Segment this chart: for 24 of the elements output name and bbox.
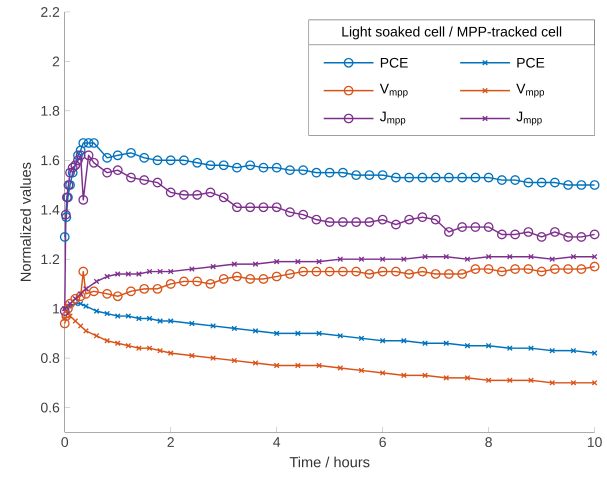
x-tick-label: 0 [61,437,68,448]
x-axis-title: Time / hours [290,456,370,468]
y-axis-title: Normalized values [20,162,31,281]
y-tick-label: 0.6 [40,402,60,412]
legend-label: V$_{mpp}$ [516,84,544,98]
y-tick-label: 1.8 [42,106,60,116]
legend-label: J$_{mpp}$ [380,112,406,126]
y-tick-label: 2.2 [41,7,60,17]
x-tick-label: 6 [379,437,386,448]
x-tick-label: 8 [485,437,492,448]
x-tick-label: 4 [273,437,280,447]
y-tick-label: 1.2 [42,254,60,264]
legend-title: Light soaked cell / MPP-tracked cell [342,26,562,40]
x-tick-label: 10 [588,437,602,448]
legend-label: V$_{mpp}$ [380,84,408,98]
y-tick-label: 1.4 [42,204,60,215]
y-tick-label: 1 [53,304,60,314]
y-tick-label: 1.6 [42,155,60,166]
y-tick-label: 2 [52,56,60,66]
x-tick-label: 2 [168,437,174,447]
y-tick-label: 0.8 [40,353,60,364]
legend-label: J$_{mpp}$ [516,112,542,126]
legend-label: PCE [380,58,408,68]
legend-label: PCE [517,58,544,68]
